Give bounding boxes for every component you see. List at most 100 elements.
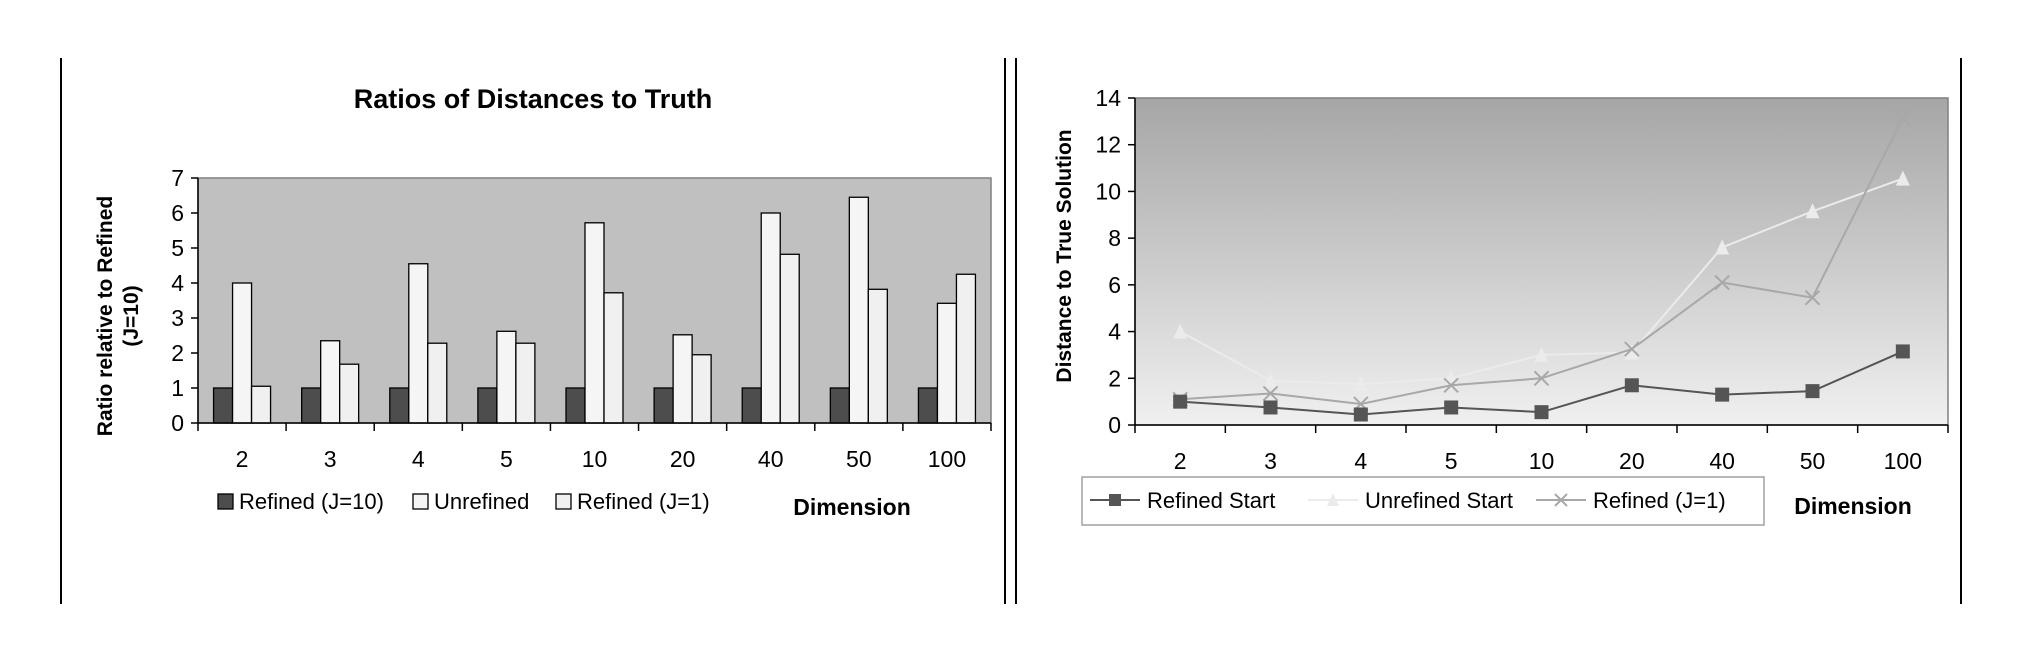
x-tick-label: 20 <box>1619 448 1645 474</box>
y-tick-label: 0 <box>1108 412 1121 438</box>
point-marker <box>1804 289 1821 306</box>
point-marker <box>1173 323 1188 339</box>
point-marker <box>1805 384 1820 399</box>
point-marker <box>1805 203 1820 219</box>
bar-chart: Ratios of Distances to Truth Ratio relat… <box>94 84 992 520</box>
bar-chart-xlabel: Dimension <box>793 494 911 520</box>
point-marker <box>1715 239 1730 255</box>
point-marker <box>1444 400 1459 415</box>
bar <box>565 387 586 424</box>
bar <box>741 387 762 424</box>
x-tick-label: 100 <box>1884 448 1922 474</box>
point-marker <box>1263 400 1278 415</box>
y-tick-label: 12 <box>1095 132 1121 158</box>
point-marker <box>1895 110 1911 126</box>
y-tick-label: 8 <box>1108 225 1121 251</box>
line-chart-legend-box <box>1081 476 1765 526</box>
point-marker <box>1263 372 1278 388</box>
point-marker <box>1534 405 1549 420</box>
bar-chart-bars <box>212 196 977 424</box>
bar-chart-y-axis: 0 1 2 3 4 5 6 7 <box>171 165 199 436</box>
point-marker <box>1443 377 1459 394</box>
point-marker <box>1533 370 1550 386</box>
legend-label: Unrefined Start <box>1365 488 1513 513</box>
x-tick-label: 5 <box>500 446 513 472</box>
bar <box>301 387 322 424</box>
point-marker <box>1554 493 1568 507</box>
bar <box>515 342 536 424</box>
bar-chart-title: Ratios of Distances to Truth <box>354 84 713 114</box>
bar <box>231 282 253 424</box>
point-marker <box>1624 341 1640 357</box>
legend-swatch <box>412 493 429 510</box>
x-tick-label: 100 <box>928 446 966 472</box>
y-tick-label: 5 <box>171 235 184 261</box>
point-marker <box>1624 378 1639 393</box>
bar-chart-ylabel-line2: (J=10) <box>120 285 143 346</box>
point-marker <box>1715 387 1730 402</box>
bar <box>829 387 850 424</box>
y-tick-label: 4 <box>1108 319 1121 345</box>
point-marker <box>1714 274 1730 291</box>
bar <box>691 354 712 424</box>
bar-chart-ylabel-line1: Ratio relative to Refined <box>94 196 117 436</box>
line-chart-ylabel: Distance to True Solution <box>1053 129 1076 382</box>
y-tick-label: 7 <box>171 165 184 191</box>
line-chart: Distance to True Solution 0 2 4 6 8 10 12 14 2 3… <box>1053 85 1949 526</box>
bar <box>584 222 605 424</box>
bar <box>603 292 624 424</box>
y-tick-label: 3 <box>171 305 184 331</box>
bar <box>936 302 958 424</box>
bar <box>848 196 869 424</box>
line-chart-lines <box>1172 110 1911 422</box>
bar <box>867 288 888 424</box>
x-tick-label: 2 <box>1174 448 1187 474</box>
legend-swatch <box>555 493 572 510</box>
y-tick-label: 10 <box>1095 178 1121 204</box>
line-chart-plot-area <box>1134 97 1949 426</box>
line-chart-x-axis: 2 3 4 5 10 20 40 50 100 <box>1134 424 1949 474</box>
x-tick-label: 4 <box>412 446 425 472</box>
point-marker <box>1353 407 1368 422</box>
point-marker <box>1624 344 1639 360</box>
x-tick-label: 50 <box>846 446 872 472</box>
y-tick-label: 2 <box>1108 365 1121 391</box>
legend-label: Refined (J=1) <box>577 489 710 514</box>
y-tick-label: 1 <box>171 375 184 401</box>
bar <box>389 387 410 424</box>
y-tick-label: 2 <box>171 340 184 366</box>
bar <box>496 330 517 424</box>
x-tick-label: 50 <box>1800 448 1826 474</box>
point-marker <box>1262 385 1279 402</box>
legend-label: Unrefined <box>434 489 529 514</box>
bar <box>672 334 693 424</box>
bar <box>212 387 234 424</box>
bar <box>779 253 800 424</box>
y-tick-label: 0 <box>171 410 184 436</box>
line-chart-y-axis: 0 2 4 6 8 10 12 14 <box>1095 85 1136 438</box>
x-tick-label: 3 <box>324 446 337 472</box>
line-chart-legend: Refined Start Unrefined Start Refined (J=1… <box>1090 488 1726 513</box>
bar <box>917 387 939 424</box>
x-tick-label: 10 <box>582 446 608 472</box>
x-tick-label: 5 <box>1445 448 1458 474</box>
x-tick-label: 40 <box>1709 448 1735 474</box>
x-tick-label: 10 <box>1529 448 1555 474</box>
bar <box>955 273 977 424</box>
bar <box>408 263 429 424</box>
bar <box>477 387 498 424</box>
y-tick-label: 6 <box>1108 272 1121 298</box>
bar <box>320 340 341 424</box>
legend-swatch <box>217 493 234 510</box>
point-marker <box>1173 394 1188 409</box>
bar <box>427 342 448 424</box>
x-tick-label: 20 <box>670 446 696 472</box>
point-marker <box>1895 344 1910 359</box>
y-tick-label: 6 <box>171 200 184 226</box>
x-tick-label: 40 <box>758 446 784 472</box>
point-marker <box>1109 494 1121 506</box>
x-tick-label: 3 <box>1264 448 1277 474</box>
legend-label: Refined (J=1) <box>1593 488 1726 513</box>
bar <box>760 212 781 424</box>
